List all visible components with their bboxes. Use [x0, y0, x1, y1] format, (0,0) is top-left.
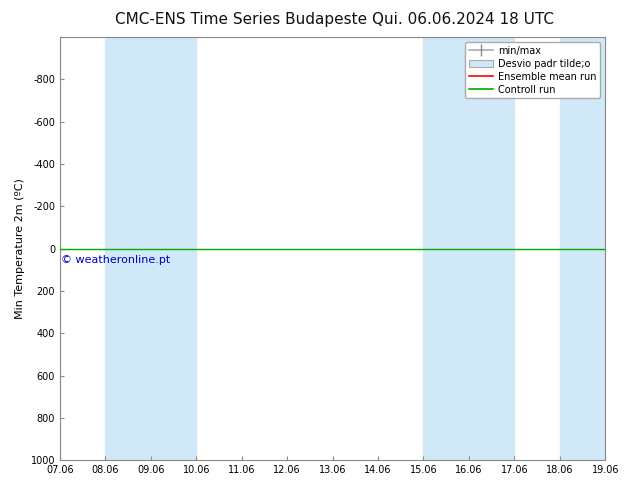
Text: © weatheronline.pt: © weatheronline.pt [61, 255, 170, 265]
Text: Qui. 06.06.2024 18 UTC: Qui. 06.06.2024 18 UTC [372, 12, 554, 27]
Legend: min/max, Desvio padr tilde;o, Ensemble mean run, Controll run: min/max, Desvio padr tilde;o, Ensemble m… [465, 42, 600, 98]
Bar [105, 37, 197, 460]
Y-axis label: Min Temperature 2m (ºC): Min Temperature 2m (ºC) [15, 178, 25, 319]
Bar [424, 37, 514, 460]
Bar [560, 37, 605, 460]
Text: CMC-ENS Time Series Budapeste: CMC-ENS Time Series Budapeste [115, 12, 367, 27]
